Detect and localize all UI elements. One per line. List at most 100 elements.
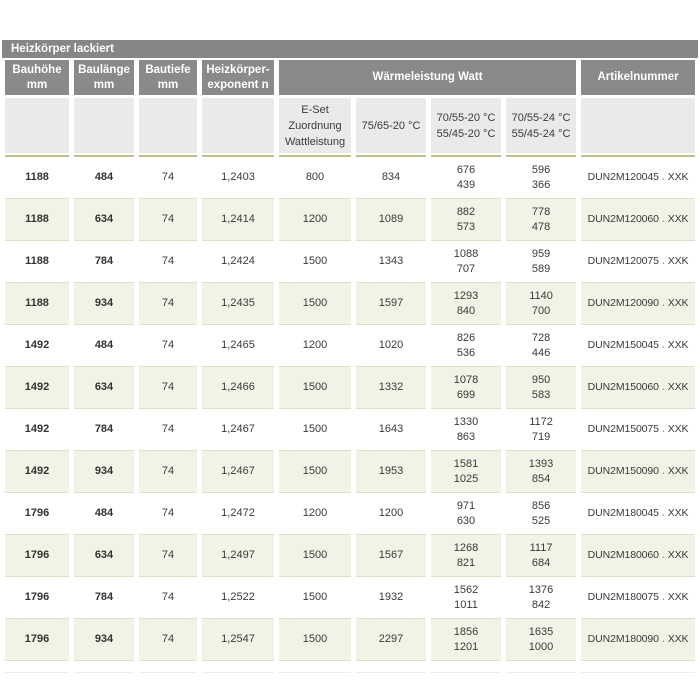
cell-watt-7565: 1020 <box>356 325 426 367</box>
cell-bauhoehe: 1188 <box>5 241 69 283</box>
artikel-suffix: XXK <box>667 633 689 645</box>
artikel-suffix: XXK <box>667 213 689 225</box>
cell-exponent: 1,2522 <box>202 577 274 619</box>
table-row: 1188 634 74 1,2414 1200 1089 882 573 778… <box>5 199 696 241</box>
subheader-empty-artikelnummer <box>581 98 696 155</box>
cell-watt-7055-24: 1172 719 <box>506 409 577 451</box>
artikel-prefix: DUN2M180075 <box>587 591 659 603</box>
artikel-suffix: XXK <box>667 255 689 267</box>
cell-artikelnummer: DUN2M120090. XXK <box>581 283 696 325</box>
artikel-suffix: XXK <box>667 297 689 309</box>
subcolumn-header-70-55-24: 70/55-24 °C 55/45-24 °C <box>506 98 577 155</box>
cell-watt-7565: 1567 <box>356 535 426 577</box>
artikel-prefix: DUN2M120060 <box>587 213 659 225</box>
cell-watt-7565: 1343 <box>356 241 426 283</box>
cell-watt-7055-20: 971 630 <box>431 493 501 535</box>
cell-bautiefe: 74 <box>139 535 197 577</box>
section-title: Heizkörper lackiert <box>11 43 114 55</box>
header-row: Bauhöhe mm Baulänge mm Bautiefe mm Heizk… <box>5 60 696 98</box>
artikel-dot: . <box>661 633 665 645</box>
subcolumn-header-75-65-20: 75/65-20 °C <box>356 98 426 155</box>
artikel-prefix: DUN2M180060 <box>587 549 659 561</box>
cell-exponent: 1,2465 <box>202 325 274 367</box>
artikel-prefix: DUN2M180045 <box>587 507 659 519</box>
cell-bautiefe: 74 <box>139 577 197 619</box>
cell-watt-7565: 1643 <box>356 409 426 451</box>
cell-bauhoehe: 1796 <box>5 535 69 577</box>
cell-eset: 1500 <box>279 619 351 661</box>
cell-watt-7565: 834 <box>356 155 426 199</box>
cell-bautiefe: 74 <box>139 155 197 199</box>
table-row: 1492 484 74 1,2465 1200 1020 826 536 728… <box>5 325 696 367</box>
cell-watt-7055-20: 1268 821 <box>431 535 501 577</box>
cell-artikelnummer: DUN2M120045. XXK <box>581 155 696 199</box>
cell-eset: 1500 <box>279 451 351 493</box>
cell-watt-7055-20: 1088 707 <box>431 241 501 283</box>
cell-bautiefe: 74 <box>139 493 197 535</box>
subheader-empty-exponent <box>202 98 274 155</box>
cell-watt-7055-20: 1330 863 <box>431 409 501 451</box>
cell-baulaenge: 784 <box>74 409 134 451</box>
cell-bauhoehe: 1188 <box>5 199 69 241</box>
artikel-suffix: XXK <box>667 465 689 477</box>
artikel-dot: . <box>661 507 665 519</box>
cell-watt-7565: 2297 <box>356 619 426 661</box>
cell-watt-7055-24: 856 525 <box>506 493 577 535</box>
artikel-prefix: DUN2M120075 <box>587 255 659 267</box>
cell-baulaenge: 934 <box>74 619 134 661</box>
cell-artikelnummer: DUN2M150060. XXK <box>581 367 696 409</box>
cell-watt-7565: 1953 <box>356 451 426 493</box>
cell-bauhoehe: 1188 <box>5 283 69 325</box>
footer-ghost-row <box>5 661 696 673</box>
cell-baulaenge: 634 <box>74 535 134 577</box>
cell-exponent: 1,2547 <box>202 619 274 661</box>
cell-bauhoehe: 1492 <box>5 367 69 409</box>
cell-watt-7565: 1200 <box>356 493 426 535</box>
artikel-dot: . <box>661 591 665 603</box>
column-header-bauhoehe: Bauhöhe mm <box>5 60 69 98</box>
cell-exponent: 1,2435 <box>202 283 274 325</box>
cell-watt-7565: 1597 <box>356 283 426 325</box>
cell-bautiefe: 74 <box>139 283 197 325</box>
cell-watt-7055-24: 596 366 <box>506 155 577 199</box>
artikel-suffix: XXK <box>667 591 689 603</box>
table-row: 1492 784 74 1,2467 1500 1643 1330 863 11… <box>5 409 696 451</box>
table-row: 1796 484 74 1,2472 1200 1200 971 630 856… <box>5 493 696 535</box>
subcolumn-header-eset: E-Set Zuordnung Wattleistung <box>279 98 351 155</box>
table-row: 1796 934 74 1,2547 1500 2297 1856 1201 1… <box>5 619 696 661</box>
table-footer <box>5 661 696 673</box>
cell-watt-7055-20: 1856 1201 <box>431 619 501 661</box>
artikel-dot: . <box>661 465 665 477</box>
cell-watt-7055-20: 676 439 <box>431 155 501 199</box>
cell-watt-7565: 1332 <box>356 367 426 409</box>
column-header-baulaenge: Baulänge mm <box>74 60 134 98</box>
artikel-suffix: XXK <box>667 423 689 435</box>
cell-exponent: 1,2466 <box>202 367 274 409</box>
artikel-suffix: XXK <box>667 507 689 519</box>
artikel-prefix: DUN2M150045 <box>587 339 659 351</box>
cell-exponent: 1,2424 <box>202 241 274 283</box>
cell-baulaenge: 484 <box>74 155 134 199</box>
cell-bauhoehe: 1492 <box>5 325 69 367</box>
artikel-prefix: DUN2M150075 <box>587 423 659 435</box>
cell-bauhoehe: 1492 <box>5 451 69 493</box>
artikel-prefix: DUN2M180090 <box>587 633 659 645</box>
table-row: 1188 784 74 1,2424 1500 1343 1088 707 95… <box>5 241 696 283</box>
cell-artikelnummer: DUN2M180075. XXK <box>581 577 696 619</box>
cell-baulaenge: 934 <box>74 283 134 325</box>
cell-watt-7055-24: 1393 854 <box>506 451 577 493</box>
cell-bauhoehe: 1796 <box>5 577 69 619</box>
cell-watt-7055-24: 728 446 <box>506 325 577 367</box>
cell-exponent: 1,2467 <box>202 451 274 493</box>
artikel-dot: . <box>661 423 665 435</box>
cell-artikelnummer: DUN2M120060. XXK <box>581 199 696 241</box>
cell-watt-7055-20: 882 573 <box>431 199 501 241</box>
artikel-prefix: DUN2M150090 <box>587 465 659 477</box>
table-header: Bauhöhe mm Baulänge mm Bautiefe mm Heizk… <box>5 60 696 155</box>
cell-eset: 1200 <box>279 325 351 367</box>
cell-eset: 1200 <box>279 199 351 241</box>
cell-exponent: 1,2403 <box>202 155 274 199</box>
column-header-waermeleistung-group: Wärmeleistung Watt <box>279 60 577 98</box>
section-title-bar: Heizkörper lackiert <box>2 40 698 58</box>
